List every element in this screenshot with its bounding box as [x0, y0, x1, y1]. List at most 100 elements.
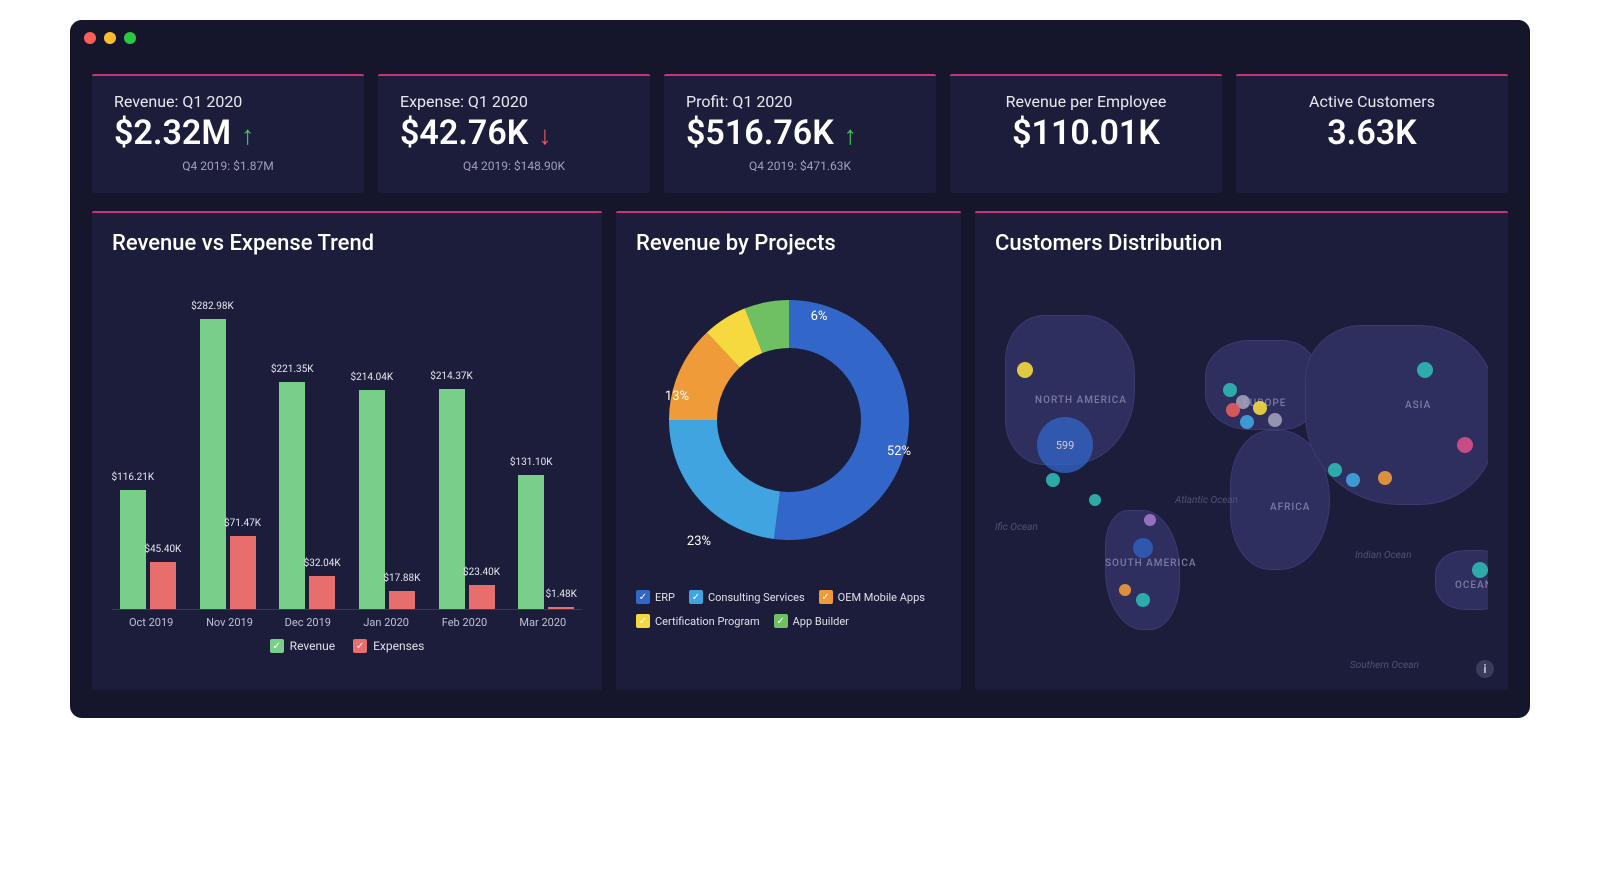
map-bubble[interactable] [1346, 473, 1360, 487]
map-bubble[interactable] [1457, 437, 1473, 453]
kpi-subtext: Q4 2019: $148.90K [400, 159, 628, 173]
kpi-value: $2.32M [114, 113, 231, 153]
donut-slice[interactable] [669, 420, 780, 539]
legend-item[interactable]: ✓App Builder [774, 614, 849, 628]
x-axis-label: Jan 2020 [347, 616, 425, 629]
info-icon[interactable]: i [1476, 660, 1494, 678]
bar-revenue[interactable]: $116.21K [120, 490, 146, 609]
map-ocean-label: Atlantic Ocean [1175, 495, 1238, 506]
bar-chart-x-axis: Oct 2019Nov 2019Dec 2019Jan 2020Feb 2020… [112, 616, 582, 629]
bar-chart-card: Revenue vs Expense Trend $116.21K$45.40K… [92, 211, 602, 690]
map-bubble[interactable] [1328, 463, 1342, 477]
bar-revenue[interactable]: $221.35K [279, 382, 305, 609]
donut-svg: 52%23%13%6%6% [639, 270, 939, 570]
legend-item[interactable]: ✓Certification Program [636, 614, 760, 628]
chart-title: Customers Distribution [995, 231, 1488, 256]
x-axis-label: Feb 2020 [425, 616, 503, 629]
bar-value-label: $214.37K [430, 371, 473, 382]
bar-expenses[interactable]: $45.40K [150, 562, 176, 609]
kpi-card-profit: Profit: Q1 2020 $516.76K ↑ Q4 2019: $471… [664, 74, 936, 193]
bar-group: $214.04K$17.88K [351, 390, 423, 609]
bar-value-label: $131.10K [510, 457, 553, 468]
legend-item[interactable]: ✓ ERP [636, 590, 675, 604]
window-titlebar [70, 20, 1530, 56]
map-bubble[interactable]: 599 [1037, 417, 1093, 473]
window-close-button[interactable] [84, 32, 96, 44]
donut-slice-label: 23% [686, 534, 710, 549]
legend-item[interactable]: ✓Consulting Services [689, 590, 805, 604]
bar-expenses[interactable]: $17.88K [389, 591, 415, 609]
continent-shape [1205, 340, 1315, 430]
bar-revenue[interactable]: $214.04K [359, 390, 385, 609]
chart-title: Revenue vs Expense Trend [112, 231, 582, 256]
map-bubble[interactable] [1119, 584, 1131, 596]
map-ocean-label: Southern Ocean [1350, 660, 1419, 670]
map-bubble[interactable] [1240, 415, 1254, 429]
kpi-value: $516.76K [686, 113, 834, 153]
legend-item[interactable]: ✓Revenue [270, 639, 335, 653]
bar-expenses[interactable]: $71.47K [230, 536, 256, 609]
bar-value-label: $221.35K [271, 364, 314, 375]
map-bubble[interactable] [1268, 413, 1282, 427]
bar-value-label: $32.04K [304, 558, 341, 569]
bar-revenue[interactable]: $131.10K [518, 475, 544, 609]
map-bubble[interactable] [1133, 538, 1153, 558]
donut-slice[interactable] [773, 300, 908, 540]
chart-title: Revenue by Projects [636, 231, 941, 256]
bar-value-label: $23.40K [463, 567, 500, 578]
map-bubble[interactable] [1144, 514, 1156, 526]
continent-shape [1105, 510, 1180, 630]
donut-slice-label: 13% [664, 389, 688, 404]
bar-expenses[interactable]: $23.40K [469, 585, 495, 609]
bar-group: $131.10K $1.48K [510, 475, 582, 609]
map-bubble[interactable] [1472, 562, 1488, 578]
map-bubble[interactable] [1223, 383, 1237, 397]
x-axis-label: Oct 2019 [112, 616, 190, 629]
map-bubble[interactable] [1136, 593, 1150, 607]
legend-label: Consulting Services [708, 591, 805, 604]
map-bubble[interactable] [1017, 362, 1033, 378]
bar-revenue[interactable]: $282.98K [200, 319, 226, 609]
window-zoom-button[interactable] [124, 32, 136, 44]
map-region-label: SOUTH AMERICA [1105, 558, 1196, 569]
continent-shape [1305, 325, 1488, 505]
map-ocean-label: ific Ocean [995, 522, 1038, 533]
bar-expenses[interactable]: $32.04K [309, 576, 335, 609]
map-card: Customers Distribution NORTH AMERICAEURO… [975, 211, 1508, 690]
map-region-label: ASIA [1405, 400, 1431, 411]
bar-value-label: $17.88K [383, 573, 420, 584]
legend-item[interactable]: ✓Expenses [353, 639, 424, 653]
window-minimize-button[interactable] [104, 32, 116, 44]
legend-label: OEM Mobile Apps [838, 591, 925, 604]
bar-revenue[interactable]: $214.37K [439, 389, 465, 609]
map-bubble[interactable] [1089, 494, 1101, 506]
bar-value-label: $71.47K [224, 518, 261, 529]
kpi-title: Revenue per Employee [972, 92, 1200, 111]
map-region-label: OCEANIA [1455, 580, 1488, 591]
map-bubble[interactable] [1226, 403, 1240, 417]
legend-swatch-icon: ✓ [636, 614, 650, 628]
kpi-value: $42.76K [400, 113, 528, 153]
bar-value-label: $116.21K [112, 472, 155, 483]
kpi-title: Active Customers [1258, 92, 1486, 111]
map-bubble[interactable] [1253, 401, 1267, 415]
kpi-title: Revenue: Q1 2020 [114, 92, 342, 111]
dashboard-content: Revenue: Q1 2020 $2.32M ↑ Q4 2019: $1.87… [70, 56, 1530, 718]
kpi-title: Profit: Q1 2020 [686, 92, 914, 111]
map-region-label: NORTH AMERICA [1035, 395, 1127, 406]
legend-swatch-icon: ✓ [270, 639, 284, 653]
map-bubble[interactable] [1417, 362, 1433, 378]
x-axis-label: Nov 2019 [190, 616, 268, 629]
bar-chart-legend: ✓Revenue✓Expenses [112, 639, 582, 653]
legend-swatch-icon: ✓ [636, 590, 650, 604]
trend-up-icon: ↑ [844, 120, 857, 151]
legend-label: Expenses [373, 639, 424, 653]
legend-item[interactable]: ✓OEM Mobile Apps [819, 590, 925, 604]
dashboard-window: Revenue: Q1 2020 $2.32M ↑ Q4 2019: $1.87… [70, 20, 1530, 718]
map-region-label: AFRICA [1270, 502, 1310, 513]
map-bubble[interactable] [1378, 471, 1392, 485]
kpi-value: $110.01K [972, 113, 1200, 153]
bar-expenses[interactable]: $1.48K [548, 607, 574, 609]
legend-label: ERP [655, 591, 675, 604]
map-bubble[interactable] [1046, 473, 1060, 487]
